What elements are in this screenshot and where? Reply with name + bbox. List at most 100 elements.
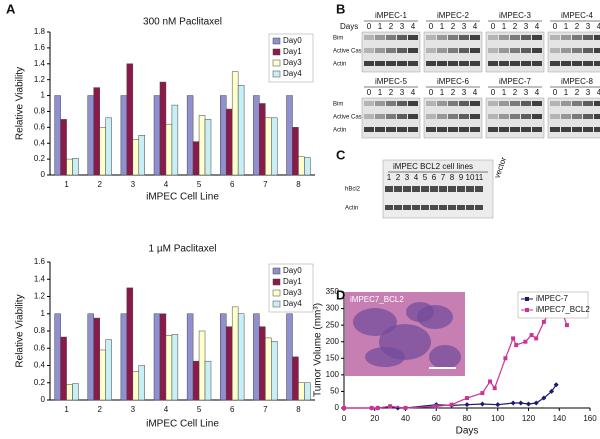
blot-band bbox=[583, 114, 593, 119]
blot-band bbox=[488, 48, 498, 53]
blot-band bbox=[550, 35, 560, 40]
bar bbox=[87, 313, 94, 401]
day-label: 3 bbox=[400, 22, 405, 31]
inset-texture bbox=[429, 345, 461, 369]
legend-marker bbox=[525, 297, 529, 301]
day-label: 4 bbox=[535, 88, 540, 97]
blot-band bbox=[426, 35, 436, 40]
blot-band bbox=[375, 35, 385, 40]
lane-label: 8 bbox=[450, 173, 455, 182]
blot-band bbox=[448, 114, 458, 119]
blot-group-label: iMPEC-5 bbox=[375, 77, 408, 86]
blot-band bbox=[426, 48, 436, 53]
legend-label: Day3 bbox=[283, 288, 302, 297]
legend-label: Day4 bbox=[283, 69, 302, 78]
bar bbox=[286, 313, 293, 401]
marker bbox=[533, 400, 539, 406]
marker bbox=[479, 401, 485, 407]
bar bbox=[259, 326, 266, 401]
blot-band bbox=[499, 114, 509, 119]
day-label: 1 bbox=[564, 22, 569, 31]
bar bbox=[87, 95, 94, 176]
bar bbox=[54, 313, 61, 401]
marker bbox=[434, 404, 439, 409]
blot-group-label: iMPEC-1 bbox=[375, 11, 408, 20]
y-axis-label: Relative Viability bbox=[15, 294, 26, 367]
day-label: 1 bbox=[440, 22, 445, 31]
blot-band bbox=[550, 114, 560, 119]
x-tick-label: 7 bbox=[263, 405, 268, 414]
blot-band bbox=[394, 205, 402, 210]
day-label: 1 bbox=[502, 22, 507, 31]
day-label: 3 bbox=[400, 88, 405, 97]
blot-band bbox=[466, 186, 474, 192]
blot-band bbox=[426, 61, 436, 66]
blot-band bbox=[448, 35, 458, 40]
bar bbox=[220, 313, 227, 401]
bar bbox=[132, 139, 140, 176]
blot-band bbox=[408, 48, 418, 53]
blot-band bbox=[521, 101, 531, 106]
day-label: 2 bbox=[451, 88, 456, 97]
bar bbox=[292, 356, 299, 401]
bar bbox=[265, 337, 272, 401]
day-label: 1 bbox=[440, 88, 445, 97]
blot-band bbox=[594, 101, 600, 106]
lane-label: 10 bbox=[466, 173, 475, 182]
day-label: 4 bbox=[597, 22, 600, 31]
blot-band bbox=[459, 114, 469, 119]
marker bbox=[465, 396, 469, 401]
day-label: 4 bbox=[535, 22, 540, 31]
blot-band bbox=[403, 186, 411, 192]
bar bbox=[72, 383, 79, 401]
blot-band bbox=[408, 127, 418, 132]
blot-band bbox=[499, 48, 509, 53]
blot-group-label: iMPEC-4 bbox=[561, 11, 594, 20]
blot-band bbox=[459, 101, 469, 106]
x-axis-label: iMPEC Cell Line bbox=[146, 419, 219, 430]
marker bbox=[388, 404, 393, 409]
marker bbox=[342, 406, 346, 410]
day-label: 0 bbox=[491, 22, 496, 31]
bar bbox=[153, 313, 161, 401]
marker bbox=[403, 406, 408, 410]
blot-band bbox=[448, 186, 456, 192]
lane-label: 5 bbox=[423, 173, 428, 182]
y-tick-label: 0.8 bbox=[34, 326, 46, 335]
bar bbox=[60, 336, 67, 401]
blot-band bbox=[448, 61, 458, 66]
blot-band bbox=[459, 48, 469, 53]
bar bbox=[225, 108, 233, 176]
inset-texture bbox=[365, 347, 405, 367]
blot-band bbox=[572, 35, 582, 40]
blot-band bbox=[397, 61, 407, 66]
day-label: 1 bbox=[378, 88, 383, 97]
day-label: 3 bbox=[462, 88, 467, 97]
blot-band bbox=[386, 127, 396, 132]
lane-label: 3 bbox=[405, 173, 410, 182]
y-tick-label: 1.6 bbox=[34, 43, 46, 52]
blot-band bbox=[412, 205, 420, 210]
blot-band bbox=[532, 114, 542, 119]
blot-band bbox=[594, 61, 600, 66]
bar bbox=[237, 313, 245, 401]
bar bbox=[138, 365, 145, 401]
lane-label: 1 bbox=[387, 173, 392, 182]
blot-band bbox=[583, 48, 593, 53]
day-label: 2 bbox=[575, 22, 580, 31]
bar bbox=[72, 158, 79, 176]
blot-band bbox=[364, 127, 374, 132]
blot-band bbox=[386, 35, 396, 40]
blot-band bbox=[532, 101, 542, 106]
bar bbox=[120, 95, 128, 176]
day-label: 1 bbox=[564, 88, 569, 97]
legend-swatch bbox=[272, 267, 281, 275]
x-tick-label: 3 bbox=[131, 405, 136, 414]
blot-band bbox=[572, 48, 582, 53]
bar bbox=[99, 127, 106, 176]
blot-band bbox=[397, 48, 407, 53]
day-label: 2 bbox=[389, 88, 394, 97]
y-tick-label: 1.2 bbox=[34, 292, 46, 301]
bar bbox=[171, 104, 179, 176]
blot-band bbox=[510, 48, 520, 53]
